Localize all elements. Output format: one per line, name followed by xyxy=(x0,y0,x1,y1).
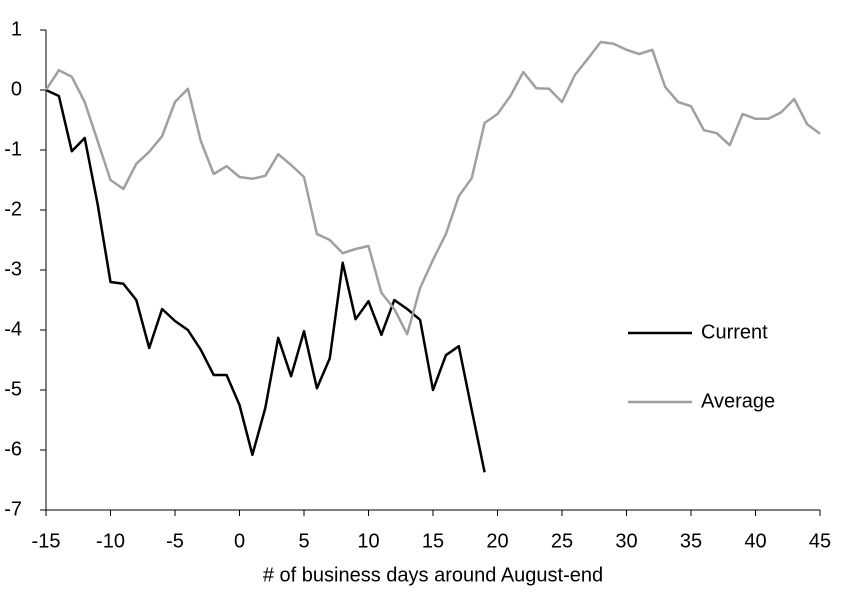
y-tick-label: -1 xyxy=(4,138,22,160)
y-tick-label: -2 xyxy=(4,198,22,220)
x-tick-label: -15 xyxy=(32,530,61,552)
x-tick-label: 5 xyxy=(298,530,309,552)
line-series xyxy=(44,40,821,336)
y-tick-label: -4 xyxy=(4,318,22,340)
x-tick-label: 30 xyxy=(615,530,637,552)
y-tick-label: -7 xyxy=(4,498,22,520)
y-tick-label: 0 xyxy=(11,78,22,100)
legend-label: Average xyxy=(701,390,775,412)
x-tick-label: 45 xyxy=(809,530,831,552)
x-tick-label: 40 xyxy=(744,530,766,552)
line-series xyxy=(45,88,486,473)
x-tick-label: 0 xyxy=(234,530,245,552)
legend-label: Current xyxy=(701,321,768,343)
x-tick-label: 25 xyxy=(551,530,573,552)
y-tick-label: -5 xyxy=(4,378,22,400)
y-tick-label: -6 xyxy=(4,438,22,460)
x-tick-label: 15 xyxy=(422,530,444,552)
x-axis-label: # of business days around August-end xyxy=(263,564,603,586)
y-tick-label: 1 xyxy=(11,18,22,40)
x-tick-label: -5 xyxy=(166,530,184,552)
y-tick-label: -3 xyxy=(4,258,22,280)
x-tick-label: 35 xyxy=(680,530,702,552)
x-tick-label: -10 xyxy=(96,530,125,552)
x-tick-label: 10 xyxy=(357,530,379,552)
x-tick-label: 20 xyxy=(486,530,508,552)
